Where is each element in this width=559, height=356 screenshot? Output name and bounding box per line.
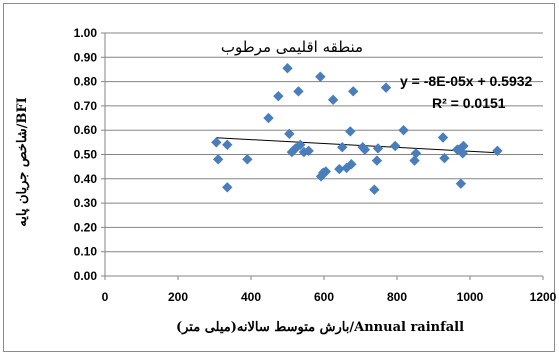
x-tick-label: 200	[168, 290, 188, 304]
data-point	[372, 155, 382, 165]
r-squared-label: R² = 0.0151	[432, 95, 506, 111]
y-tick-label: 0.90	[74, 50, 98, 64]
data-point	[315, 72, 325, 82]
data-point	[390, 141, 400, 151]
data-point	[328, 95, 338, 105]
x-tick-label: 800	[387, 290, 407, 304]
data-point	[381, 82, 391, 92]
data-point	[438, 132, 448, 142]
x-axis-label: بارش متوسط سالانه(میلی متر)/Annual rainf…	[176, 320, 464, 335]
y-tick-label: 0.40	[74, 172, 98, 186]
y-tick-label: 0.00	[74, 269, 98, 283]
data-point	[222, 140, 232, 150]
x-axis-ticks: 0 200 400 600 800 1000 1200	[102, 276, 557, 304]
y-axis-label: شاخص جریان پایه/BFI	[15, 97, 30, 226]
x-tick-label: 1200	[530, 290, 557, 304]
data-point	[293, 86, 303, 96]
y-tick-label: 0.70	[74, 99, 98, 113]
data-point	[222, 182, 232, 192]
data-point	[411, 148, 421, 158]
data-point	[348, 86, 358, 96]
y-tick-label: 0.30	[74, 196, 98, 210]
y-tick-label: 0.10	[74, 245, 98, 259]
y-tick-label: 1.00	[74, 26, 98, 40]
data-point	[211, 137, 221, 147]
data-point	[456, 178, 466, 188]
gridlines	[105, 33, 543, 252]
data-point	[345, 126, 355, 136]
data-point	[263, 113, 273, 123]
data-point	[282, 63, 292, 73]
data-point	[242, 154, 252, 164]
y-tick-label: 0.50	[74, 148, 98, 162]
x-tick-label: 600	[314, 290, 334, 304]
data-point	[369, 185, 379, 195]
data-point	[273, 91, 283, 101]
data-point	[398, 125, 408, 135]
y-axis-ticks: 0.00 0.10 0.20 0.30 0.40 0.50 0.60 0.70 0.80 0.90…	[74, 26, 105, 283]
data-point	[337, 142, 347, 152]
trend-equation: y = -8E-05x + 0.5932	[400, 73, 533, 89]
x-tick-label: 400	[241, 290, 261, 304]
chart-title: منطقه اقلیمی مرطوب	[221, 38, 363, 56]
data-point	[373, 143, 383, 153]
y-tick-label: 0.80	[74, 75, 98, 89]
y-tick-label: 0.60	[74, 123, 98, 137]
data-point	[213, 154, 223, 164]
x-tick-label: 1000	[457, 290, 484, 304]
x-tick-label: 0	[102, 290, 109, 304]
y-tick-label: 0.20	[74, 220, 98, 234]
